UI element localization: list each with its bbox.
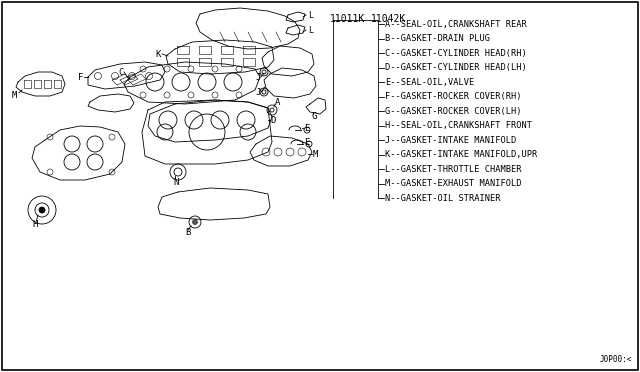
Text: 11011K: 11011K [330,14,365,24]
Text: M: M [313,150,318,158]
Text: E--SEAL-OIL,VALVE: E--SEAL-OIL,VALVE [385,77,474,87]
Text: C--GASKET-CYLINDER HEAD(RH): C--GASKET-CYLINDER HEAD(RH) [385,48,527,58]
Text: E: E [304,124,309,132]
Text: K: K [155,49,161,58]
Circle shape [192,219,198,225]
Text: A--SEAL-OIL,CRANKSHAFT REAR: A--SEAL-OIL,CRANKSHAFT REAR [385,19,527,29]
Circle shape [39,207,45,213]
Text: C: C [118,67,124,77]
Text: B--GASKET-DRAIN PLUG: B--GASKET-DRAIN PLUG [385,34,490,43]
Text: A: A [275,97,280,106]
Text: G--GASKET-ROCKER COVER(LH): G--GASKET-ROCKER COVER(LH) [385,106,522,115]
Text: E: E [304,138,309,147]
Text: J--GASKET-INTAKE MANIFOLD: J--GASKET-INTAKE MANIFOLD [385,135,516,144]
Text: N--GASKET-OIL STRAINER: N--GASKET-OIL STRAINER [385,193,500,202]
Text: J: J [255,87,260,96]
Text: L: L [308,26,313,35]
Text: J: J [255,73,260,81]
Text: H: H [32,219,37,228]
Text: 11042K: 11042K [371,14,406,24]
Text: N: N [173,177,179,186]
Text: D--GASKET-CYLINDER HEAD(LH): D--GASKET-CYLINDER HEAD(LH) [385,63,527,72]
Text: J0P00:<: J0P00:< [600,355,632,364]
Text: H--SEAL-OIL,CRANKSHAFT FRONT: H--SEAL-OIL,CRANKSHAFT FRONT [385,121,532,130]
Text: B: B [185,228,190,237]
Text: K--GASKET-INTAKE MANIFOLD,UPR: K--GASKET-INTAKE MANIFOLD,UPR [385,150,537,159]
Text: M: M [12,90,17,99]
Text: M--GASKET-EXHAUST MANIFOLD: M--GASKET-EXHAUST MANIFOLD [385,179,522,188]
Text: G: G [312,112,317,121]
Text: L--GASKET-THROTTLE CHAMBER: L--GASKET-THROTTLE CHAMBER [385,164,522,173]
Text: F: F [78,73,83,81]
Text: F--GASKET-ROCKER COVER(RH): F--GASKET-ROCKER COVER(RH) [385,92,522,101]
Text: D: D [270,115,275,125]
Text: L: L [308,10,313,19]
